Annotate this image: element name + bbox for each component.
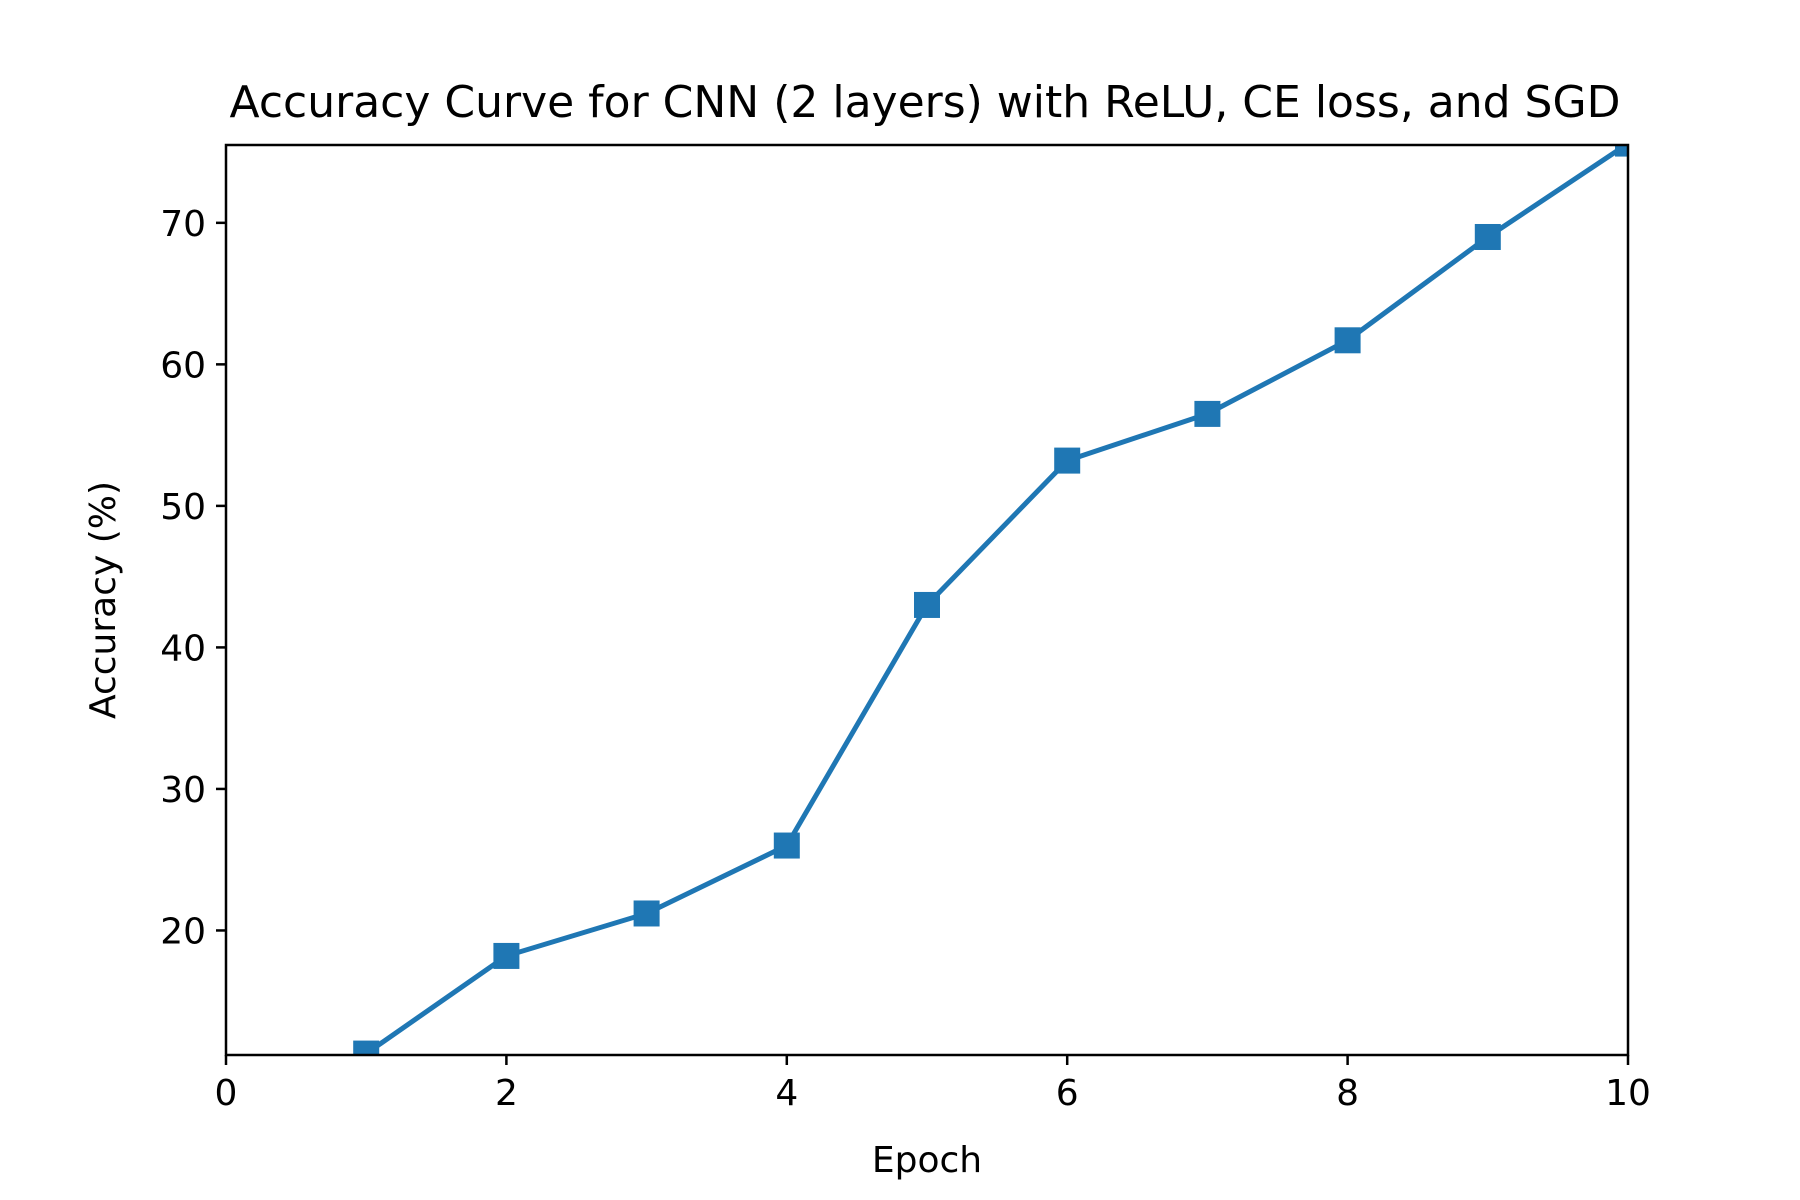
y-axis: 20 30 40 50 60 70	[160, 204, 226, 952]
y-tick-label: 40	[160, 628, 206, 669]
data-point	[633, 900, 660, 927]
plot-frame	[224, 143, 1630, 1057]
data-point	[1334, 327, 1361, 354]
y-tick-label: 50	[160, 487, 206, 528]
data-point	[914, 591, 940, 618]
x-axis: 0 2 4 6 8 10	[215, 1055, 1651, 1114]
data-point	[1054, 447, 1081, 474]
series-line	[364, 145, 1628, 1055]
chart-title: Accuracy Curve for CNN (2 layers) with R…	[230, 77, 1621, 128]
y-tick-label: 70	[160, 204, 206, 245]
y-axis-label: Accuracy (%)	[83, 481, 124, 719]
data-point	[493, 942, 520, 969]
series-group	[353, 145, 1628, 1055]
y-tick-label: 60	[160, 345, 206, 386]
x-tick-label: 4	[775, 1073, 798, 1114]
y-tick-label: 30	[160, 770, 206, 811]
x-tick-label: 6	[1056, 1073, 1079, 1114]
x-tick-label: 0	[215, 1073, 238, 1114]
plot-area	[353, 145, 1628, 1055]
x-axis-label: Epoch	[872, 1140, 982, 1181]
data-point	[1474, 223, 1501, 250]
data-point	[1194, 400, 1221, 427]
x-tick-label: 2	[495, 1073, 518, 1114]
y-tick-label: 20	[160, 911, 206, 952]
x-tick-label: 8	[1336, 1073, 1359, 1114]
x-tick-label: 10	[1605, 1073, 1651, 1114]
data-point	[773, 832, 800, 859]
data-point	[1615, 145, 1628, 157]
data-point	[353, 1040, 380, 1055]
